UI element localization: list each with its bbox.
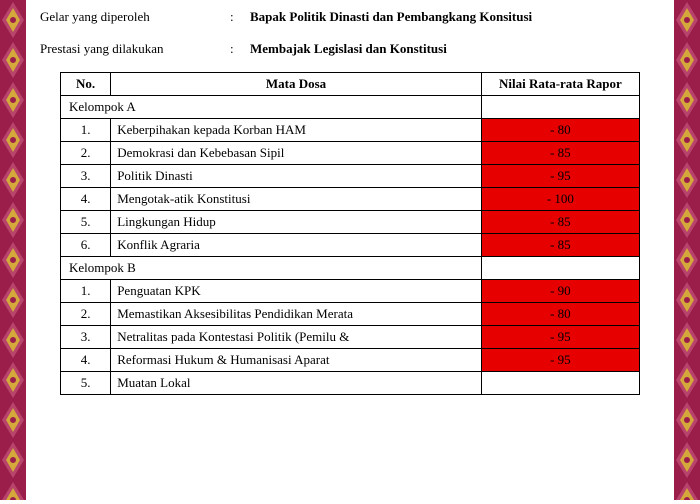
cell-no: 5. bbox=[61, 211, 111, 234]
cell-no: 4. bbox=[61, 188, 111, 211]
ornament-border-right bbox=[674, 0, 700, 500]
cell-no: 5. bbox=[61, 372, 111, 395]
group-title: Kelompok A bbox=[61, 96, 482, 119]
table-row: 4.Reformasi Hukum & Humanisasi Aparat- 9… bbox=[61, 349, 640, 372]
cell-subject: Politik Dinasti bbox=[111, 165, 482, 188]
group-title: Kelompok B bbox=[61, 257, 482, 280]
cell-no: 3. bbox=[61, 326, 111, 349]
table-row: 3.Netralitas pada Kontestasi Politik (Pe… bbox=[61, 326, 640, 349]
table-row: 4.Mengotak-atik Konstitusi- 100 bbox=[61, 188, 640, 211]
table-row: 6.Konflik Agraria- 85 bbox=[61, 234, 640, 257]
table-row: 3.Politik Dinasti- 95 bbox=[61, 165, 640, 188]
info-row: Prestasi yang dilakukan:Membajak Legisla… bbox=[40, 40, 660, 58]
cell-subject: Mengotak-atik Konstitusi bbox=[111, 188, 482, 211]
cell-subject: Penguatan KPK bbox=[111, 280, 482, 303]
cell-subject: Memastikan Aksesibilitas Pendidikan Mera… bbox=[111, 303, 482, 326]
table-row: 1.Penguatan KPK- 90 bbox=[61, 280, 640, 303]
cell-no: 6. bbox=[61, 234, 111, 257]
cell-score: - 95 bbox=[481, 326, 639, 349]
document-content: Gelar yang diperoleh:Bapak Politik Dinas… bbox=[40, 0, 660, 395]
table-row: 2.Demokrasi dan Kebebasan Sipil- 85 bbox=[61, 142, 640, 165]
cell-no: 1. bbox=[61, 119, 111, 142]
info-colon: : bbox=[230, 8, 250, 26]
cell-subject: Konflik Agraria bbox=[111, 234, 482, 257]
table-row: 5.Muatan Lokal bbox=[61, 372, 640, 395]
info-colon: : bbox=[230, 40, 250, 58]
cell-subject: Keberpihakan kepada Korban HAM bbox=[111, 119, 482, 142]
cell-subject: Netralitas pada Kontestasi Politik (Pemi… bbox=[111, 326, 482, 349]
group-header-row: Kelompok A bbox=[61, 96, 640, 119]
table-row: 1.Keberpihakan kepada Korban HAM- 80 bbox=[61, 119, 640, 142]
cell-score: - 85 bbox=[481, 142, 639, 165]
cell-subject: Lingkungan Hidup bbox=[111, 211, 482, 234]
group-header-row: Kelompok B bbox=[61, 257, 640, 280]
header-no: No. bbox=[61, 73, 111, 96]
cell-subject: Demokrasi dan Kebebasan Sipil bbox=[111, 142, 482, 165]
cell-score: - 95 bbox=[481, 165, 639, 188]
table-row: 5.Lingkungan Hidup- 85 bbox=[61, 211, 640, 234]
cell-score: - 95 bbox=[481, 349, 639, 372]
cell-no: 4. bbox=[61, 349, 111, 372]
ornament-border-left bbox=[0, 0, 26, 500]
cell-score: - 100 bbox=[481, 188, 639, 211]
cell-no: 2. bbox=[61, 303, 111, 326]
cell-score: - 80 bbox=[481, 119, 639, 142]
cell-subject: Reformasi Hukum & Humanisasi Aparat bbox=[111, 349, 482, 372]
info-row: Gelar yang diperoleh:Bapak Politik Dinas… bbox=[40, 8, 660, 26]
info-label: Gelar yang diperoleh bbox=[40, 8, 230, 26]
table-row: 2.Memastikan Aksesibilitas Pendidikan Me… bbox=[61, 303, 640, 326]
cell-score: - 90 bbox=[481, 280, 639, 303]
cell-no: 3. bbox=[61, 165, 111, 188]
header-subject: Mata Dosa bbox=[111, 73, 482, 96]
cell-subject: Muatan Lokal bbox=[111, 372, 482, 395]
info-value: Membajak Legislasi dan Konstitusi bbox=[250, 40, 660, 58]
group-empty bbox=[481, 257, 639, 280]
cell-score bbox=[481, 372, 639, 395]
cell-score: - 85 bbox=[481, 211, 639, 234]
group-empty bbox=[481, 96, 639, 119]
cell-score: - 80 bbox=[481, 303, 639, 326]
score-table: No. Mata Dosa Nilai Rata-rata Rapor Kelo… bbox=[60, 72, 640, 395]
cell-no: 2. bbox=[61, 142, 111, 165]
header-score: Nilai Rata-rata Rapor bbox=[481, 73, 639, 96]
info-label: Prestasi yang dilakukan bbox=[40, 40, 230, 58]
info-value: Bapak Politik Dinasti dan Pembangkang Ko… bbox=[250, 8, 660, 26]
cell-score: - 85 bbox=[481, 234, 639, 257]
cell-no: 1. bbox=[61, 280, 111, 303]
